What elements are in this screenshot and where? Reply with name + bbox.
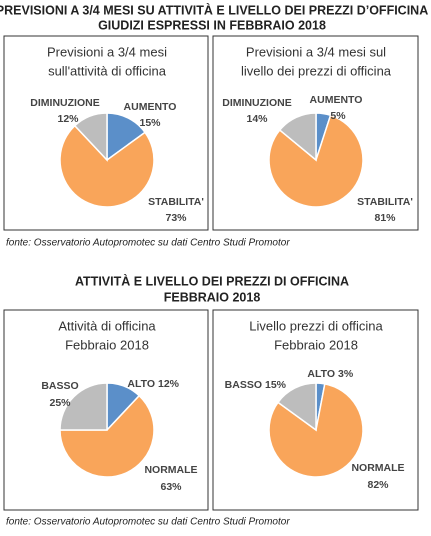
- pie-slice: [268, 114, 364, 208]
- slice-label: BASSO: [41, 380, 78, 392]
- slice-label: NORMALE: [144, 464, 197, 476]
- chart-title: Febbraio 2018: [65, 337, 149, 352]
- slice-label: BASSO: [225, 379, 262, 391]
- pie-slice: [59, 382, 108, 431]
- pie-slice: [59, 124, 155, 208]
- slice-value-label: 73%: [165, 212, 187, 224]
- slice-label: DIMINUZIONE: [30, 97, 99, 109]
- slice-value-label: 82%: [367, 479, 389, 491]
- chart-title: Livello prezzi di officina: [249, 318, 383, 333]
- slice-value-label: 15%: [139, 117, 161, 129]
- chart-title: sull'attività di officina: [48, 63, 167, 78]
- slice-value-label: 25%: [49, 397, 71, 409]
- slice-value-label: 12%: [57, 113, 79, 125]
- chart-title: Previsioni a 3/4 mesi: [47, 44, 167, 59]
- heading: FEBBRAIO 2018: [164, 290, 261, 304]
- slice-value-label: 15%: [265, 379, 287, 391]
- pie-slice: [276, 382, 317, 432]
- slice-value-label: 14%: [246, 113, 268, 125]
- pie-slice: [73, 112, 108, 162]
- slice-label: ALTO: [127, 378, 155, 390]
- slice-label: STABILITA': [148, 196, 204, 208]
- slice-value-label: 3%: [338, 368, 354, 380]
- pie-slice: [59, 394, 155, 478]
- slice-label: DIMINUZIONE: [222, 97, 291, 109]
- slice-label: AUMENTO: [310, 94, 363, 106]
- slice-label: NORMALE: [351, 462, 404, 474]
- slice-value-label: 12%: [158, 378, 180, 390]
- chart-title: Attività di officina: [58, 318, 156, 333]
- heading: PREVISIONI A 3/4 MESI SU ATTIVITÀ E LIVE…: [0, 2, 428, 17]
- heading: GIUDIZI ESPRESSI IN FEBBRAIO 2018: [98, 18, 326, 32]
- slice-value-label: 63%: [160, 481, 182, 493]
- chart-frame: [212, 35, 419, 231]
- chart-title: Previsioni a 3/4 mesi sul: [246, 44, 386, 59]
- source: fonte: Osservatorio Autopromotec su dati…: [6, 517, 290, 528]
- slice-label: STABILITA': [357, 196, 413, 208]
- chart-title: Febbraio 2018: [274, 337, 358, 352]
- slice-value-label: 5%: [330, 110, 346, 122]
- source: fonte: Osservatorio Autopromotec su dati…: [6, 238, 290, 249]
- slice-value-label: 81%: [374, 212, 396, 224]
- slice-label: ALTO: [307, 368, 335, 380]
- heading: ATTIVITÀ E LIVELLO DEI PREZZI DI OFFICIN…: [75, 273, 349, 288]
- chart-frame: [3, 309, 209, 511]
- slice-label: AUMENTO: [124, 101, 177, 113]
- chart-title: livello dei prezzi di officina: [241, 63, 392, 78]
- chart-frame: [3, 35, 209, 231]
- pie-slice: [278, 112, 317, 162]
- chart-frame: [212, 309, 419, 511]
